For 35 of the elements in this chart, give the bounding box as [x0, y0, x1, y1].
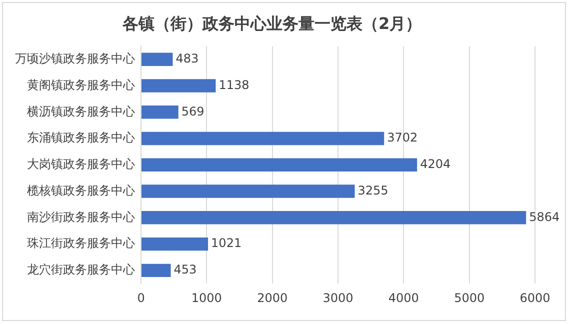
- data-label: 1021: [211, 236, 242, 250]
- bar: [142, 158, 418, 172]
- bar: [142, 79, 216, 92]
- x-tick-label: 4000: [388, 290, 419, 305]
- x-tick-label: 6000: [520, 290, 550, 305]
- y-tick-label: 横沥镇政务服务中心: [27, 104, 135, 118]
- data-label: 4204: [420, 157, 451, 172]
- data-label: 3255: [358, 183, 388, 198]
- x-tick-label: 2000: [257, 290, 288, 305]
- bar: [142, 264, 171, 278]
- y-tick-label: 龙穴街政务服务中心: [27, 262, 135, 277]
- y-tick-label: 南沙街政务服务中心: [27, 210, 135, 224]
- y-tick-label: 大岗镇政务服务中心: [27, 157, 135, 172]
- data-label: 483: [176, 52, 199, 66]
- bar: [142, 237, 208, 251]
- bar: [142, 132, 384, 146]
- data-label: 569: [181, 104, 204, 118]
- y-tick-label: 黄阁镇政务服务中心: [27, 78, 135, 92]
- y-tick-label: 万顷沙镇政务服务中心: [15, 52, 135, 66]
- data-label: 3702: [387, 130, 418, 145]
- data-label: 1138: [218, 78, 250, 92]
- y-tick-label: 珠江街政务服务中心: [27, 236, 135, 250]
- x-tick-label: 1000: [191, 290, 222, 305]
- x-tick-label: 3000: [322, 290, 354, 305]
- chart-title: 各镇（街）政务中心业务量一览表（2月）: [121, 14, 422, 33]
- bar: [142, 211, 526, 224]
- bar: [142, 106, 178, 119]
- bar: [142, 52, 173, 66]
- x-tick-label: 5000: [454, 290, 485, 305]
- bar: [142, 184, 355, 198]
- y-tick-label: 榄核镇政务服务中心: [27, 183, 135, 198]
- data-label: 5864: [529, 210, 560, 224]
- data-label: 453: [174, 262, 197, 277]
- x-tick-label: 0: [137, 290, 145, 305]
- y-tick-label: 东涌镇政务服务中心: [27, 130, 135, 145]
